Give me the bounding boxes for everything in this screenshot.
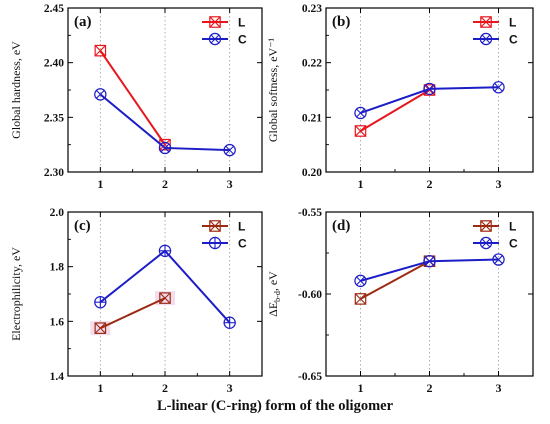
y-tick-label: 0.21: [302, 112, 322, 124]
chart-panel-d: -0.65 -0.60 -0.55 1 2 3 ΔEb-d, eV (d) LC: [266, 207, 534, 395]
x-tick-label: 1: [358, 177, 364, 191]
data-point: [354, 125, 367, 137]
legend-label: C: [509, 237, 518, 251]
series-L: [90, 291, 175, 336]
legend-label: L: [238, 16, 245, 30]
y-axis-label: Global softness, eV⁻¹: [266, 37, 280, 142]
series-line: [359, 89, 431, 132]
legend: LC: [473, 220, 518, 251]
chart-panel-a: 2.30 2.35 2.40 2.45 1 2 3 Global hardness, eV (a…: [9, 3, 263, 191]
legend-marker: [208, 32, 222, 46]
panel-tag: (a): [74, 14, 92, 30]
legend-marker: [480, 16, 492, 28]
x-tick-label: 2: [427, 177, 433, 191]
legend-label: L: [509, 16, 516, 30]
series-C: [94, 244, 236, 329]
y-tick-label: 2.0: [50, 207, 65, 219]
series-C: [354, 81, 505, 120]
legend-marker: [479, 32, 493, 46]
figure-xlabel: L-linear (C-ring) form of the oligomer: [156, 398, 394, 414]
legend-marker: [208, 236, 222, 250]
data-point: [354, 293, 367, 305]
series-C: [354, 253, 505, 288]
legend-marker: [209, 16, 221, 28]
legend-marker: [480, 220, 492, 232]
y-tick-label: -0.65: [298, 371, 322, 383]
data-point: [423, 82, 436, 96]
x-tick-label: 2: [162, 177, 168, 191]
y-axis-label: Electrophilicity, eV: [9, 247, 23, 341]
y-tick-label: 2.45: [44, 3, 64, 15]
x-tick-label: 1: [358, 381, 364, 395]
x-tick-label: 1: [97, 381, 103, 395]
legend-label: L: [238, 220, 245, 234]
series-L: [94, 44, 171, 151]
legend: LC: [202, 16, 247, 47]
data-point: [158, 244, 172, 258]
y-tick-label: 2.30: [44, 167, 64, 179]
series-C: [94, 88, 236, 157]
y-tick-label: 0.23: [302, 3, 322, 15]
x-tick-label: 3: [227, 381, 233, 395]
chart-panel-b: 0.20 0.21 0.22 0.23 1 2 3 Global softness, eV⁻¹…: [266, 3, 534, 191]
data-point: [492, 253, 505, 266]
x-tick-label: 3: [496, 381, 502, 395]
chart-panel-c: 1.4 1.6 1.8 2.0 1 2 3 Electrophilicity, eV (c) LC: [9, 207, 263, 395]
legend-label: L: [509, 220, 516, 234]
y-axis-label: ΔEb-d, eV: [266, 271, 282, 317]
data-point: [223, 316, 236, 329]
y-tick-label: -0.55: [298, 207, 322, 219]
data-point: [423, 255, 436, 268]
x-tick-label: 3: [496, 177, 502, 191]
legend-label: C: [238, 237, 247, 251]
x-tick-label: 2: [427, 381, 433, 395]
series-line: [360, 260, 430, 300]
panel-tag: (c): [74, 218, 91, 234]
series-line: [99, 50, 166, 146]
y-tick-label: 1.6: [50, 316, 65, 328]
panel-tag: (d): [332, 218, 350, 234]
x-tick-label: 1: [97, 177, 103, 191]
y-tick-label: 0.22: [302, 58, 322, 70]
x-tick-label: 2: [162, 381, 168, 395]
x-tick-label: 3: [227, 177, 233, 191]
series-L: [354, 84, 436, 137]
data-point: [94, 88, 107, 101]
legend: LC: [473, 16, 518, 47]
data-point: [94, 296, 107, 309]
legend: LC: [202, 220, 247, 251]
y-tick-label: 2.35: [44, 112, 64, 124]
legend-marker: [479, 236, 493, 250]
series-line: [99, 297, 166, 330]
legend-marker: [209, 220, 221, 232]
y-axis-label: Global hardness, eV: [9, 41, 23, 139]
series-line: [360, 258, 499, 282]
data-point: [94, 44, 107, 57]
series-line: [99, 249, 231, 324]
y-tick-label: -0.60: [298, 289, 322, 301]
y-tick-label: 0.20: [302, 167, 322, 179]
data-point: [354, 274, 367, 288]
data-point: [94, 322, 107, 334]
data-point: [159, 292, 171, 304]
panel-tag: (b): [332, 14, 350, 30]
data-point: [354, 106, 367, 120]
y-tick-label: 1.4: [50, 371, 65, 383]
data-point: [492, 81, 505, 94]
data-point: [223, 143, 236, 157]
data-point: [158, 141, 172, 155]
y-tick-label: 1.8: [50, 262, 65, 274]
y-tick-label: 2.40: [44, 58, 64, 70]
legend-label: C: [509, 33, 518, 47]
legend-label: C: [238, 33, 247, 47]
